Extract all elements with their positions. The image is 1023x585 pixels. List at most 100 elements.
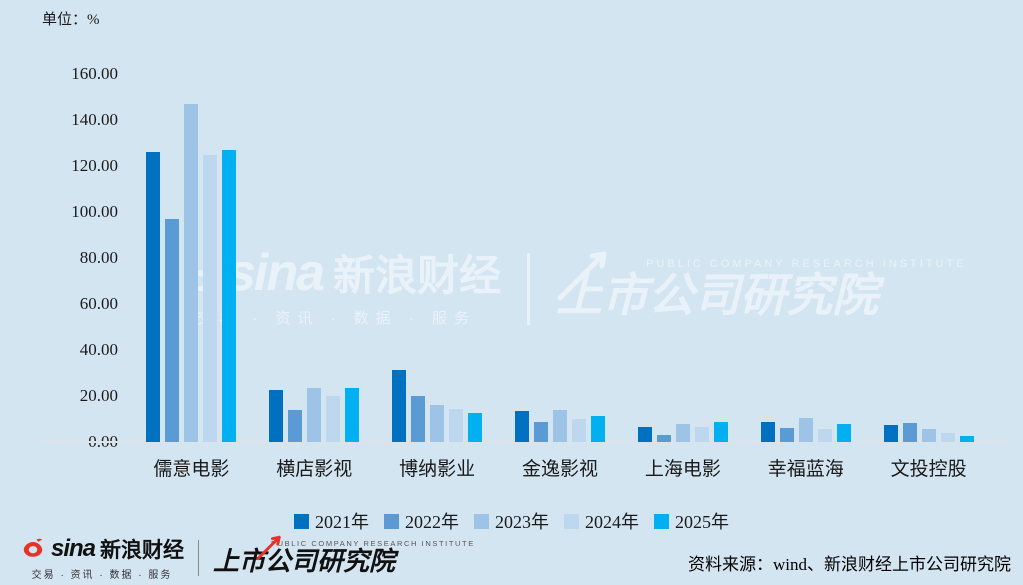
footer-institute-en: PUBLIC COMPANY RESEARCH INSTITUTE — [271, 539, 475, 549]
bar — [902, 423, 917, 442]
watermark: sina 新浪财经 交易 · 资讯 · 数据 · 服务 PUBLIC COMPA… — [183, 244, 967, 328]
bar — [836, 424, 851, 442]
legend-label: 2023年 — [495, 512, 549, 532]
footer-tagline: 交易 · 资讯 · 数据 · 服务 — [31, 570, 173, 581]
bar-group — [621, 74, 744, 442]
watermark-institute: 上市公司研究院 — [556, 268, 879, 321]
y-axis-label: 20.00 — [79, 386, 118, 405]
bar — [392, 369, 407, 442]
bar — [760, 422, 775, 442]
y-axis-label: 40.00 — [79, 340, 118, 359]
legend-item: 2022年 — [384, 508, 459, 534]
y-axis-label: 100.00 — [71, 202, 118, 221]
bar-group — [130, 74, 253, 442]
y-axis: 0.00 20.00 40.00 60.00 80.00 100.00 120.00 140.… — [0, 64, 118, 451]
bar — [307, 387, 322, 442]
footer: sina 新浪财经 交易 · 资讯 · 数据 · 服务 PUBLIC COMPA… — [0, 535, 1023, 585]
y-axis-label: 120.00 — [71, 156, 118, 175]
footer-sina-word: sina — [51, 535, 96, 562]
x-axis-label: 横店影视 — [276, 459, 353, 480]
bar — [345, 388, 360, 442]
legend-label: 2024年 — [585, 512, 639, 532]
bar-group — [744, 74, 867, 442]
bar — [883, 425, 898, 442]
watermark-institute-en: PUBLIC COMPANY RESEARCH INSTITUTE — [646, 257, 967, 270]
watermark-institute-block: PUBLIC COMPANY RESEARCH INSTITUTE 上市公司研究… — [556, 251, 967, 321]
legend-label: 2022年 — [405, 512, 459, 532]
bar-group — [376, 74, 499, 442]
bar-plot-area — [130, 74, 990, 442]
y-axis-label: 160.00 — [71, 64, 118, 83]
bar — [269, 389, 284, 442]
bar — [449, 408, 464, 442]
x-axis-label: 博纳影业 — [399, 459, 476, 480]
bar — [637, 426, 652, 442]
bar — [940, 432, 955, 442]
y-axis-label: 140.00 — [71, 110, 118, 129]
x-axis-line — [36, 441, 1010, 443]
bar — [288, 410, 303, 442]
bar — [468, 413, 483, 442]
x-axis-label: 幸福蓝海 — [767, 459, 844, 480]
footer-sina-logo: sina 新浪财经 交易 · 资讯 · 数据 · 服务 — [20, 534, 184, 581]
footer-institute: 上市公司研究院 — [213, 546, 396, 577]
footer-brand: 新浪财经 — [100, 539, 185, 562]
x-axis-label: 文投控股 — [890, 459, 967, 480]
bar — [146, 152, 161, 442]
footer-divider — [198, 539, 200, 576]
bar — [694, 427, 709, 442]
bar-group — [499, 74, 622, 442]
legend: 2021年 2022年 2023年 2024年 2025年 — [0, 508, 1023, 534]
bar — [184, 103, 199, 442]
bar — [553, 410, 567, 442]
bar — [430, 404, 445, 442]
legend-label: 2021年 — [315, 512, 369, 532]
footer-logos: sina 新浪财经 交易 · 资讯 · 数据 · 服务 PUBLIC COMPA… — [20, 534, 475, 581]
legend-label: 2025年 — [675, 512, 729, 532]
legend-item: 2024年 — [564, 508, 639, 534]
bar — [959, 435, 974, 442]
sina-eye-icon — [23, 538, 43, 557]
legend-item: 2025年 — [654, 508, 729, 534]
footer-institute-logo: PUBLIC COMPANY RESEARCH INSTITUTE 上市公司研究… — [213, 536, 475, 577]
bar — [817, 429, 832, 442]
x-axis-labels: 儒意电影 横店影视 博纳影业 金逸影视 上海电影 幸福蓝海 文投控股 — [130, 454, 990, 481]
data-source-text: 资料来源：wind、新浪财经上市公司研究院 — [688, 555, 1011, 574]
legend-swatch — [654, 513, 669, 529]
footer-arrow-icon — [256, 536, 281, 561]
bar — [572, 419, 586, 442]
bar — [222, 149, 237, 442]
bar — [165, 218, 180, 442]
watermark-arrow-icon — [557, 251, 607, 301]
watermark-sina-word: sina — [227, 244, 325, 302]
bar — [534, 422, 548, 442]
watermark-tagline: 交易 · 资讯 · 数据 · 服务 — [197, 309, 476, 327]
bar-group — [867, 74, 990, 442]
x-axis-label: 儒意电影 — [153, 459, 230, 480]
bar — [656, 434, 671, 442]
bar — [675, 424, 690, 442]
bar — [411, 395, 426, 442]
legend-swatch — [474, 513, 489, 529]
legend-item: 2023年 — [474, 508, 549, 534]
legend-item: 2021年 — [294, 508, 369, 534]
y-axis-label: 80.00 — [79, 248, 118, 267]
x-axis-label: 上海电影 — [644, 459, 721, 480]
bar — [921, 428, 936, 442]
bar — [798, 418, 813, 442]
legend-swatch — [294, 513, 309, 529]
unit-label: 单位：% — [42, 12, 100, 28]
legend-swatch — [564, 513, 579, 529]
bar — [713, 421, 728, 442]
bar — [203, 154, 218, 442]
watermark-brand: 新浪财经 — [333, 251, 502, 299]
bar — [591, 416, 605, 442]
legend-swatch — [384, 513, 399, 529]
watermark-sina-block: sina 新浪财经 交易 · 资讯 · 数据 · 服务 — [183, 244, 502, 328]
bar — [779, 428, 794, 442]
watermark-divider — [527, 252, 531, 325]
bar-group — [253, 74, 376, 442]
x-axis-label: 金逸影视 — [522, 459, 599, 480]
bar — [515, 410, 529, 442]
